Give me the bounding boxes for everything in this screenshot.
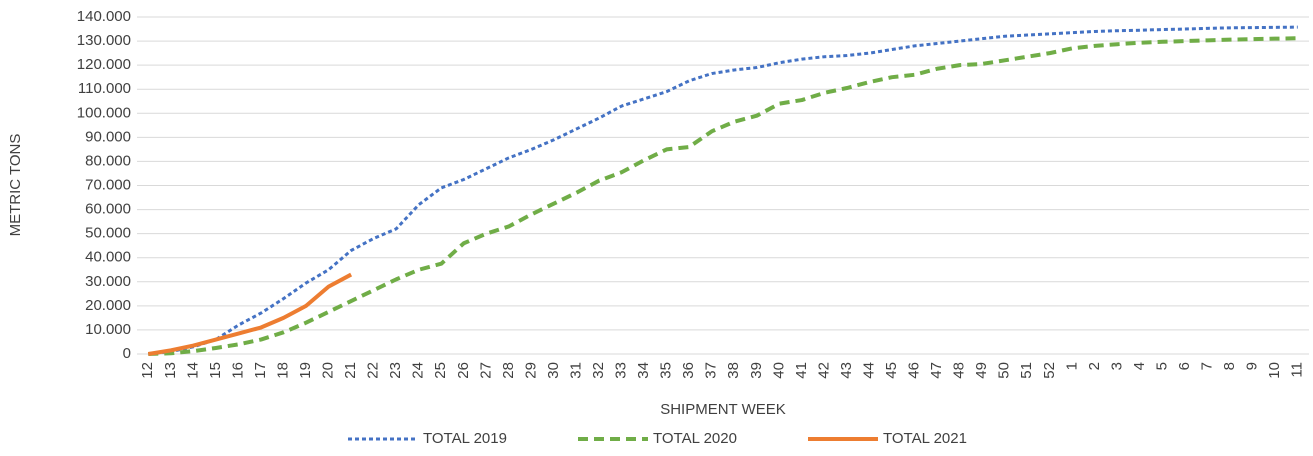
legend-label: TOTAL 2021: [883, 430, 967, 447]
x-tick-label: 25: [432, 362, 449, 379]
y-tick-label: 130.000: [77, 32, 131, 49]
x-tick-label: 10: [1266, 362, 1283, 379]
x-tick-label: 44: [860, 362, 877, 379]
legend-label: TOTAL 2020: [653, 430, 737, 447]
y-tick-label: 90.000: [85, 128, 131, 145]
x-tick-label: 45: [883, 362, 900, 379]
x-tick-label: 47: [928, 362, 945, 379]
x-tick-label: 40: [770, 362, 787, 379]
x-tick-label: 46: [906, 362, 923, 379]
series-line: [147, 272, 353, 356]
y-tick-label: 120.000: [77, 56, 131, 73]
y-tick-label: 10.000: [85, 321, 131, 338]
x-tick-label: 3: [1108, 362, 1125, 370]
x-tick-label: 21: [342, 362, 359, 379]
x-tick-label: 39: [748, 362, 765, 379]
x-tick-label: 24: [410, 362, 427, 379]
x-tick-label: 32: [590, 362, 607, 379]
x-tick-label: 34: [635, 362, 652, 379]
x-tick-label: 19: [297, 362, 314, 379]
x-tick-label: 14: [184, 362, 201, 379]
x-tick-label: 33: [613, 362, 630, 379]
legend-label: TOTAL 2019: [423, 430, 507, 447]
x-tick-label: 37: [703, 362, 720, 379]
x-tick-label: 4: [1131, 362, 1148, 370]
x-tick-label: 28: [500, 362, 517, 379]
y-tick-label: 100.000: [77, 104, 131, 121]
y-tick-label: 110.000: [78, 80, 131, 97]
x-tick-label: 42: [815, 362, 832, 379]
x-tick-label: 13: [162, 362, 179, 379]
x-tick-label: 9: [1244, 362, 1261, 370]
series-line: [148, 36, 1298, 356]
y-tick-label: 20.000: [85, 297, 131, 314]
x-tick-label: 43: [838, 362, 855, 379]
y-tick-label: 60.000: [85, 201, 131, 218]
x-tick-label: 52: [1041, 362, 1058, 379]
series-line: [148, 25, 1298, 356]
x-tick-label: 15: [207, 362, 224, 379]
x-tick-label: 50: [996, 362, 1013, 379]
x-tick-label: 2: [1086, 362, 1103, 370]
x-tick-label: 6: [1176, 362, 1193, 370]
x-tick-label: 30: [545, 362, 562, 379]
y-tick-label: 40.000: [85, 249, 131, 266]
x-tick-label: 20: [320, 362, 337, 379]
x-tick-label: 48: [951, 362, 968, 379]
x-tick-label: 7: [1199, 362, 1216, 370]
y-tick-label: 70.000: [85, 176, 131, 193]
x-tick-label: 36: [680, 362, 697, 379]
y-tick-label: 0: [123, 345, 131, 362]
x-tick-label: 26: [455, 362, 472, 379]
x-tick-label: 22: [365, 362, 382, 379]
x-tick-label: 41: [793, 362, 810, 379]
x-tick-label: 5: [1153, 362, 1170, 370]
x-tick-label: 11: [1289, 362, 1306, 378]
x-tick-label: 17: [252, 362, 269, 379]
y-tick-label: 50.000: [85, 225, 131, 242]
x-tick-label: 1: [1063, 362, 1080, 370]
x-tick-label: 38: [725, 362, 742, 379]
x-tick-label: 8: [1221, 362, 1238, 370]
x-axis-title: SHIPMENT WEEK: [660, 401, 786, 418]
x-tick-label: 12: [139, 362, 156, 379]
x-tick-label: 35: [658, 362, 675, 379]
x-tick-label: 49: [973, 362, 990, 379]
x-tick-label: 31: [567, 362, 584, 379]
x-tick-label: 18: [274, 362, 291, 379]
x-tick-label: 23: [387, 362, 404, 379]
y-axis-title: METRIC TONS: [7, 134, 24, 237]
x-tick-label: 16: [229, 362, 246, 379]
y-tick-label: 80.000: [85, 152, 131, 169]
x-tick-label: 27: [477, 362, 494, 379]
y-tick-label: 140.000: [77, 8, 131, 25]
y-tick-label: 30.000: [85, 273, 131, 290]
x-tick-label: 51: [1018, 362, 1035, 379]
x-tick-label: 29: [522, 362, 539, 379]
